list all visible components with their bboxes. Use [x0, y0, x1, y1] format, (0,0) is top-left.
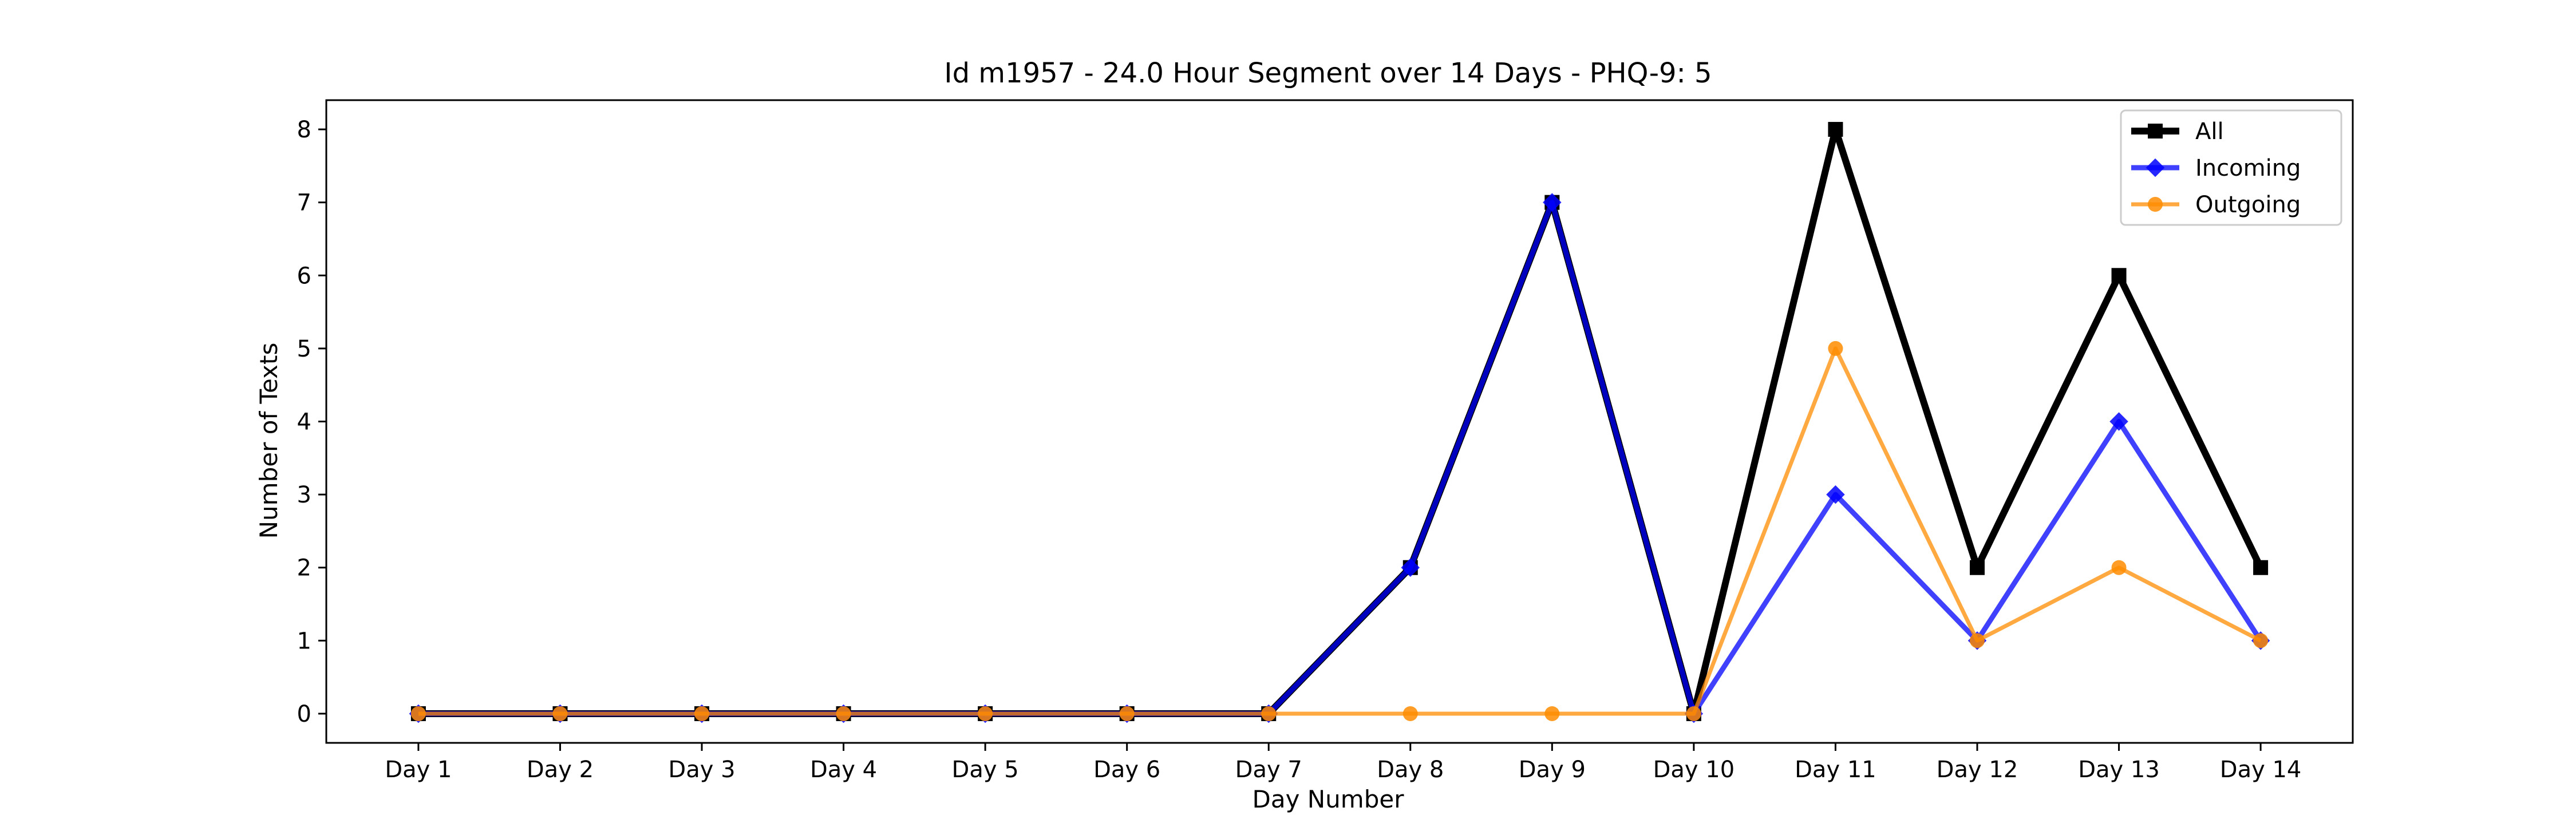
x-tick-label: Day 4 — [810, 757, 877, 783]
y-tick-label: 1 — [297, 628, 311, 654]
legend-label-outgoing: Outgoing — [2195, 192, 2301, 218]
data-point-outgoing — [1544, 706, 1560, 721]
y-tick-label: 4 — [297, 409, 311, 436]
data-point-outgoing — [978, 706, 993, 721]
data-point-incoming — [2109, 412, 2128, 431]
data-point-outgoing — [2111, 560, 2127, 575]
x-tick-label: Day 6 — [1093, 757, 1160, 783]
legend-label-all: All — [2195, 118, 2224, 145]
data-point-outgoing — [410, 706, 426, 721]
data-point-all — [1828, 122, 1843, 137]
y-tick-label: 5 — [297, 336, 311, 362]
chart-title: Id m1957 - 24.0 Hour Segment over 14 Day… — [944, 57, 1712, 89]
y-tick-label: 2 — [297, 555, 311, 581]
data-point-outgoing — [1402, 706, 1418, 721]
legend-box — [2120, 109, 2342, 226]
y-tick-label: 7 — [297, 190, 311, 216]
x-tick-label: Day 7 — [1235, 757, 1302, 783]
x-tick-label: Day 3 — [668, 757, 735, 783]
legend-marker-incoming — [2146, 158, 2165, 177]
plot-area: Day 1 Day 2 Day 3 Day 4 Day 5 Day 6 Day 7 Day 8… — [297, 99, 2354, 783]
legend-marker-outgoing — [2148, 197, 2163, 212]
x-tick-label: Day 8 — [1377, 757, 1444, 783]
x-tick-label: Day 1 — [385, 757, 452, 783]
x-axis-label: Day Number — [1252, 785, 1404, 813]
data-point-outgoing — [1686, 706, 1701, 721]
legend-label-incoming: Incoming — [2195, 155, 2301, 181]
y-tick-label: 0 — [297, 701, 311, 727]
data-point-outgoing — [2253, 633, 2269, 648]
x-tick-label: Day 2 — [527, 757, 594, 783]
x-tick-label: Day 12 — [1937, 757, 2018, 783]
y-axis-label: Number of Texts — [255, 343, 283, 539]
x-tick-label: Day 13 — [2078, 757, 2160, 783]
data-point-incoming — [1543, 193, 1562, 212]
x-tick-label: Day 5 — [952, 757, 1019, 783]
y-tick-label: 6 — [297, 263, 311, 289]
y-tick-label: 8 — [297, 117, 311, 143]
data-point-incoming — [1826, 485, 1845, 504]
data-point-outgoing — [694, 706, 710, 721]
data-point-all — [1969, 560, 1985, 575]
data-point-outgoing — [1969, 633, 1985, 648]
legend-marker-all — [2148, 124, 2163, 139]
legend: All Incoming Outgoing — [2120, 109, 2342, 226]
data-point-outgoing — [1828, 341, 1843, 356]
x-tick-label: Day 9 — [1519, 757, 1586, 783]
data-point-all — [2253, 560, 2269, 575]
y-tick-label: 3 — [297, 482, 311, 508]
series-line-outgoing — [418, 346, 2262, 716]
data-point-outgoing — [552, 706, 568, 721]
data-point-incoming — [1401, 558, 1420, 577]
data-point-outgoing — [836, 706, 851, 721]
x-tick-label: Day 11 — [1795, 757, 1876, 783]
data-point-all — [2111, 268, 2127, 283]
x-tick-label: Day 10 — [1653, 757, 1735, 783]
data-point-outgoing — [1261, 706, 1277, 721]
x-tick-label: Day 14 — [2220, 757, 2302, 783]
data-point-outgoing — [1119, 706, 1135, 721]
